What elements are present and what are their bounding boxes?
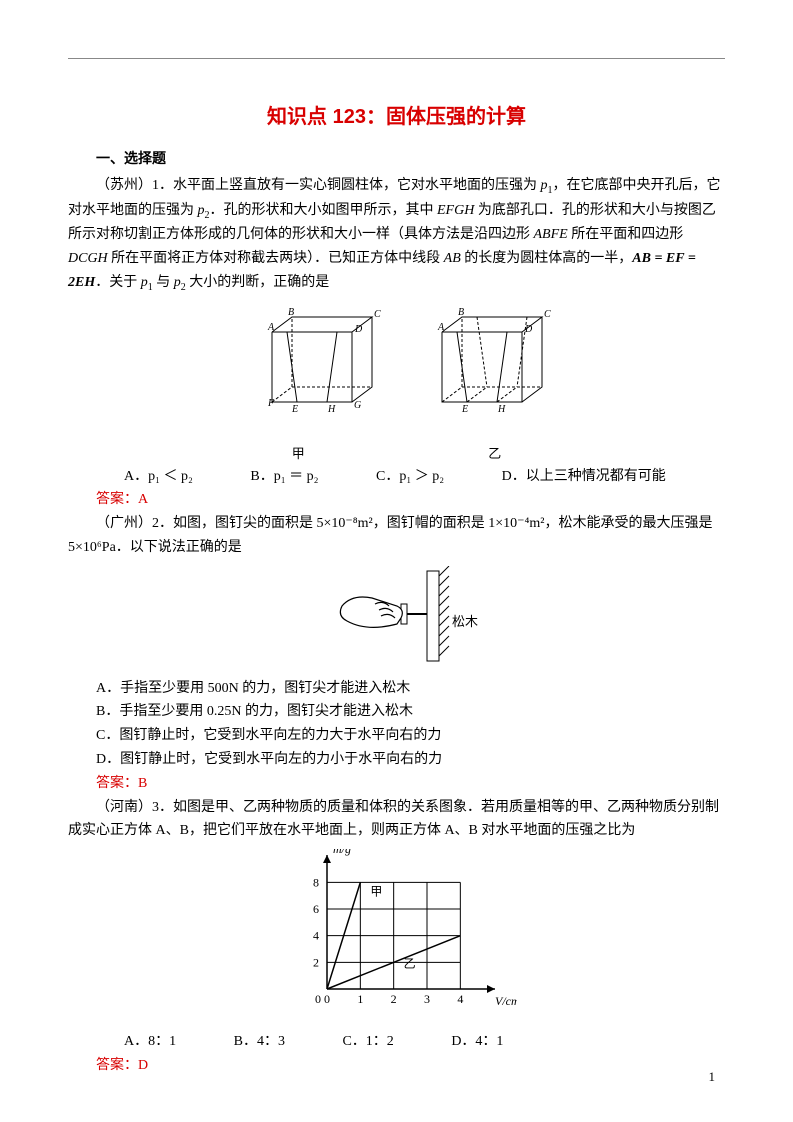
svg-text:H: H <box>497 404 506 415</box>
q1-opt-b: B．p₁ ＝ p₂ <box>222 465 318 489</box>
q2-figure: 松木 <box>68 566 725 675</box>
q1-body: （苏州）1．水平面上竖直放有一实心铜圆柱体，它对水平地面的压强为 p1，在它底部… <box>68 174 725 296</box>
svg-text:0: 0 <box>324 992 330 1006</box>
svg-text:乙: 乙 <box>403 957 415 971</box>
q1-opt-c: C．p₁ ＞ p₂ <box>348 465 444 489</box>
svg-text:m/g: m/g <box>333 849 351 856</box>
q1-t8: ．关于 <box>95 275 141 290</box>
top-rule <box>68 58 725 59</box>
q1-t6: 所在平面将正方体对称截去两块）．已知正方体中线段 <box>108 251 444 266</box>
q1-var-p2b: p <box>174 275 181 290</box>
svg-text:6: 6 <box>313 902 319 916</box>
q3-opt-b: B．4：3 <box>206 1030 285 1054</box>
svg-text:3: 3 <box>424 992 430 1006</box>
q1-dcgh: DCGH <box>68 251 108 266</box>
svg-text:0: 0 <box>315 992 321 1006</box>
q1-fig-label-yi: 乙 <box>420 443 570 465</box>
q3-opt-c: C．1：2 <box>314 1030 393 1054</box>
q1-t9: 与 <box>153 275 174 290</box>
q3-opt-a: A．8：1 <box>96 1030 176 1054</box>
svg-text:E: E <box>461 404 468 415</box>
svg-text:2: 2 <box>390 992 396 1006</box>
svg-text:8: 8 <box>313 876 319 890</box>
q1-answer: 答案：A <box>68 488 725 512</box>
q1-diagram-svg: AB CD EH FG AB CD EH <box>232 302 562 432</box>
svg-text:G: G <box>354 400 361 411</box>
q1-t5: 所在平面和四边形 <box>568 227 684 242</box>
q2-wood-label: 松木 <box>452 614 478 629</box>
section-heading: 一、选择题 <box>68 148 725 172</box>
svg-text:A: A <box>267 322 275 333</box>
q1-t10: 大小的判断，正确的是 <box>186 275 330 290</box>
q1-figure: AB CD EH FG AB CD EH <box>68 302 725 441</box>
q2-opt-a: A．手指至少要用 500N 的力，图钉尖才能进入松木 <box>68 677 725 701</box>
q2-opt-d: D．图钉静止时，它受到水平向左的力小于水平向右的力 <box>68 748 725 772</box>
q1-source: （苏州）1． <box>96 178 173 193</box>
q2-answer: 答案：B <box>68 772 725 796</box>
svg-text:C: C <box>544 309 551 320</box>
svg-text:D: D <box>354 324 363 335</box>
svg-text:4: 4 <box>457 992 463 1006</box>
q1-t3: ．孔的形状和大小如图甲所示，其中 <box>210 203 438 218</box>
q1-t7: 的长度为圆柱体高的一半， <box>461 251 633 266</box>
q1-opt-a: A．p₁ ＜ p₂ <box>96 465 193 489</box>
page-title: 知识点 123：固体压强的计算 <box>68 100 725 134</box>
q3-body: （河南）3．如图是甲、乙两种物质的质量和体积的关系图象．若用质量相等的甲、乙两种… <box>68 796 725 844</box>
svg-text:甲: 甲 <box>370 885 382 899</box>
svg-text:1: 1 <box>357 992 363 1006</box>
q1-efgh: EFGH <box>437 203 474 218</box>
svg-text:B: B <box>458 307 464 318</box>
q3-source: （河南）3． <box>96 800 173 815</box>
q2-opt-b: B．手指至少要用 0.25N 的力，图钉尖才能进入松木 <box>68 700 725 724</box>
q1-var-p1b: p <box>141 275 148 290</box>
svg-text:D: D <box>524 324 533 335</box>
svg-text:B: B <box>288 307 294 318</box>
q1-fig-label-jia: 甲 <box>223 443 373 465</box>
q2-body: （广州）2．如图，图钉尖的面积是 5×10⁻⁸m²，图钉帽的面积是 1×10⁻⁴… <box>68 512 725 560</box>
q3-answer: 答案：D <box>68 1054 725 1078</box>
svg-text:H: H <box>327 404 336 415</box>
q2-opt-c: C．图钉静止时，它受到水平向左的力大于水平向右的力 <box>68 724 725 748</box>
svg-text:2: 2 <box>313 956 319 970</box>
page-number: 1 <box>709 1066 716 1088</box>
svg-text:4: 4 <box>313 929 319 943</box>
q1-ab: AB <box>444 251 461 266</box>
svg-text:F: F <box>267 398 275 409</box>
q2-diagram-svg: 松木 <box>297 566 497 666</box>
q3-figure: 0 1 2 3 4 2 4 6 8 0 V/cm³ m/g 甲乙 <box>68 849 725 1028</box>
q3-chart-svg: 0 1 2 3 4 2 4 6 8 0 V/cm³ m/g 甲乙 <box>277 849 517 1019</box>
svg-text:V/cm³: V/cm³ <box>495 994 517 1008</box>
q1-opt-d: D．以上三种情况都有可能 <box>474 465 666 489</box>
q1-var-p1: p <box>541 178 548 193</box>
q2-source: （广州）2． <box>96 516 173 531</box>
q1-abfe: ABFE <box>534 227 568 242</box>
svg-text:C: C <box>374 309 381 320</box>
q3-opt-d: D．4：1 <box>423 1030 503 1054</box>
q2-options: A．手指至少要用 500N 的力，图钉尖才能进入松木 B．手指至少要用 0.25… <box>68 677 725 772</box>
q1-options: A．p₁ ＜ p₂ B．p₁ ＝ p₂ C．p₁ ＞ p₂ D．以上三种情况都有… <box>68 465 725 489</box>
q1-var-p2: p <box>198 203 205 218</box>
q3-options: A．8：1 B．4：3 C．1：2 D．4：1 <box>68 1030 725 1054</box>
svg-text:A: A <box>437 322 445 333</box>
q1-figure-labels: 甲 乙 <box>68 443 725 465</box>
svg-text:E: E <box>291 404 298 415</box>
q1-t1: 水平面上竖直放有一实心铜圆柱体，它对水平地面的压强为 <box>173 178 541 193</box>
